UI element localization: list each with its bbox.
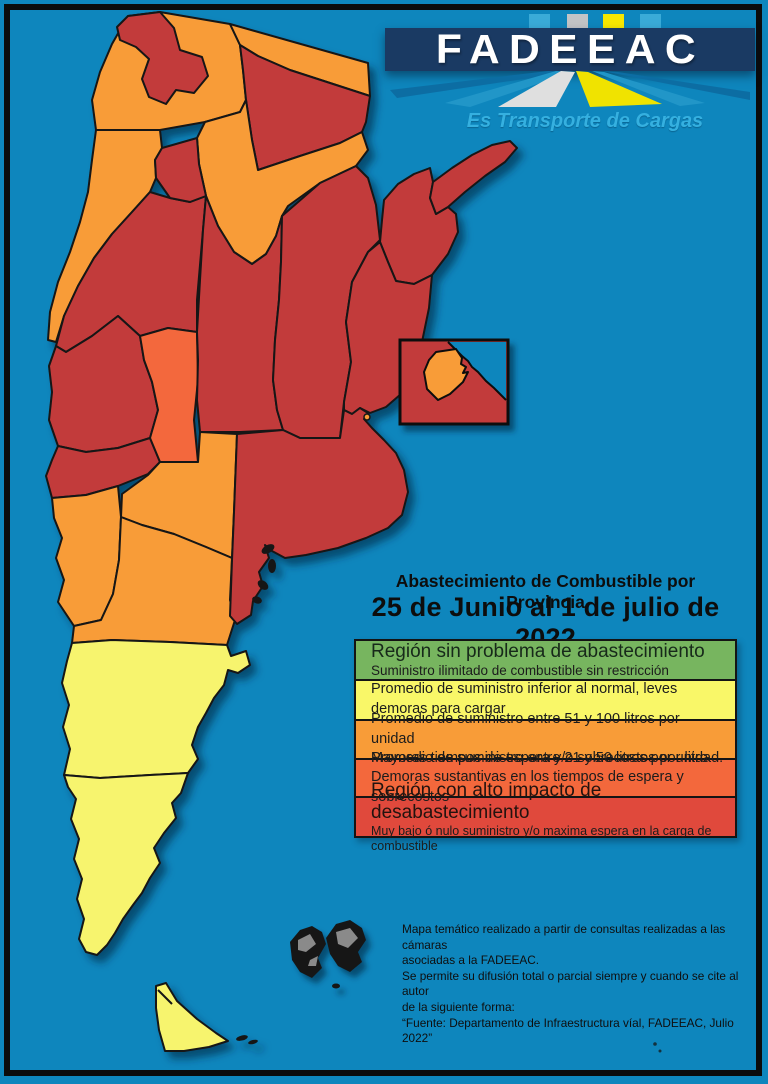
caba-dot (363, 413, 371, 421)
small-islets (653, 1042, 662, 1053)
logo-square-3 (603, 14, 624, 31)
source-note-line4: de la siguiente forma: (402, 999, 515, 1014)
estuary-marks (252, 544, 276, 604)
legend-row-green: Región sin problema de abastecimiento Su… (354, 639, 737, 681)
logo-square-4 (640, 14, 661, 31)
ray-yellow (576, 71, 662, 107)
legend: Región sin problema de abastecimiento Su… (354, 639, 737, 853)
legend-row-red: Región con alto impacto de desabastecimi… (354, 780, 737, 853)
malvinas-west-island (290, 926, 326, 978)
legend-row-dark-orange-line1: Promedio de suministro entre 21 y 50 lit… (371, 749, 724, 766)
map-date-range: 25 de Junio al 1 de julio de 2022 (371, 592, 720, 653)
logo-square-1 (529, 14, 550, 31)
legend-row-orange-line1: Promedio de suministro entre 51 y 100 li… (371, 711, 680, 747)
legend-row-dark-orange-line2: Demoras sustantivas en los tiempos de es… (371, 769, 684, 805)
legend-row-green-subtitle: Suministro ilimitado de combustible sin … (371, 662, 669, 678)
legend-row-orange: Promedio de suministro entre 51 y 100 li… (354, 711, 737, 766)
province-mendoza (45, 437, 161, 499)
map-title: Abastecimiento de Combustible por Provin… (395, 571, 696, 612)
legend-row-yellow-line2: demoras para cargar (371, 701, 506, 717)
malvinas-islet (332, 983, 340, 989)
legend-row-yellow: Promedio de suministro inferior al norma… (354, 679, 737, 721)
legend-row-green-title: Región sin problema de abastecimiento (371, 640, 705, 662)
legend-row-red-subtitle: Muy bajo ó nulo suministro y/o maxima es… (371, 823, 712, 853)
caba-inset (398, 338, 510, 426)
province-misiones (429, 140, 518, 215)
province-buenos-aires (229, 407, 409, 625)
legend-row-dark-orange: Promedio de suministro entre 21 y 50 lit… (354, 750, 737, 805)
province-chubut (61, 639, 251, 779)
ray-mid-left (445, 71, 572, 107)
ray-white (498, 71, 575, 107)
province-tierra-del-fuego (155, 982, 229, 1052)
source-note-line2: asociadas a la FADEEAC. (402, 953, 540, 968)
caba-inset-city (423, 348, 469, 401)
isla-de-los-estados (236, 1035, 258, 1045)
province-tucuman (154, 137, 207, 203)
province-jujuy (116, 11, 209, 105)
ray-dark-right (602, 71, 750, 100)
source-note: Mapa temático realizado a partir de cons… (402, 922, 747, 1047)
source-note-line1: Mapa temático realizado a partir de cons… (402, 922, 726, 952)
ray-dark-left (390, 71, 570, 98)
fadeeac-wordmark: FADEEAC (435, 26, 705, 72)
malvinas-gray-patch-2 (336, 928, 358, 948)
malvinas-islands (290, 920, 366, 989)
ray-mid-right (592, 71, 705, 106)
logo-road-rays (390, 71, 750, 107)
source-note-line3: Se permite su difusión total o parcial s… (402, 968, 739, 999)
fadeeac-logo: FADEEAC (385, 28, 755, 71)
logo-square-2 (567, 14, 588, 31)
legend-row-orange-line2: Mayores tiempos de espera y/o sobrecosto… (371, 750, 708, 767)
province-santa-cruz (63, 772, 189, 956)
malvinas-gray-patch-3 (308, 956, 318, 966)
malvinas-gray-patch-1 (298, 934, 316, 952)
legend-row-yellow-line1: Promedio de suministro inferior al norma… (371, 681, 678, 698)
tdf-border-line (157, 989, 173, 1005)
logo-tagline: Es Transporte de Cargas (466, 110, 704, 132)
source-note-line5: “Fuente: Departamento de Infraestructura… (402, 1015, 734, 1046)
country-outline (45, 11, 518, 1052)
legend-row-red-title: Región con alto impacto de desabastecimi… (371, 780, 602, 823)
